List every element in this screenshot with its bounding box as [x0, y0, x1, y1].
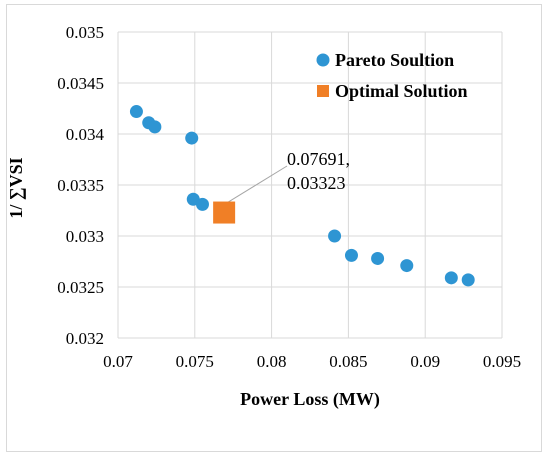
grid — [117, 31, 503, 339]
y-tick-label: 0.035 — [66, 23, 104, 42]
annotation-leader-line — [223, 165, 288, 205]
pareto-point — [371, 251, 385, 265]
legend: Pareto Soultion Optimal Solution — [316, 50, 468, 101]
y-tick-label: 0.0325 — [57, 278, 104, 297]
annotation: 0.07691, 0.03323 — [287, 149, 350, 193]
legend-marker-pareto — [316, 53, 330, 67]
chart-frame — [6, 4, 542, 452]
legend-label-pareto: Pareto Soultion — [335, 50, 454, 70]
x-tick-label: 0.09 — [410, 352, 440, 371]
data-points — [129, 105, 475, 287]
x-axis-title: Power Loss (MW) — [240, 389, 380, 410]
pareto-point — [400, 259, 414, 273]
y-tick-label: 0.033 — [66, 227, 104, 246]
y-tick-label: 0.0335 — [57, 176, 104, 195]
pareto-point — [148, 120, 162, 134]
pareto-point — [344, 248, 358, 262]
x-tick-label: 0.075 — [176, 352, 214, 371]
y-tick-label: 0.034 — [66, 125, 105, 144]
pareto-point — [328, 229, 342, 243]
annotation-text: 0.07691, — [287, 149, 350, 169]
pareto-point — [444, 271, 458, 285]
x-tick-labels: 0.07 0.075 0.08 0.085 0.09 0.095 — [103, 352, 521, 371]
pareto-point — [461, 273, 475, 287]
annotation-text: 0.03323 — [287, 173, 346, 193]
x-tick-label: 0.08 — [257, 352, 287, 371]
y-tick-label: 0.0345 — [57, 74, 104, 93]
optimal-point — [213, 201, 236, 224]
pareto-point — [129, 105, 143, 119]
y-tick-label: 0.032 — [66, 329, 104, 348]
y-tick-labels: 0.032 0.0325 0.033 0.0335 0.034 0.0345 0.035 — [57, 23, 104, 348]
pareto-point — [185, 131, 199, 145]
annotation-leader — [223, 165, 288, 205]
x-tick-label: 0.07 — [103, 352, 133, 371]
y-axis-title: 1/ ∑VSI — [6, 157, 26, 218]
x-tick-label: 0.085 — [329, 352, 367, 371]
x-tick-label: 0.095 — [483, 352, 521, 371]
legend-label-optimal: Optimal Solution — [335, 81, 468, 101]
pareto-point — [195, 197, 209, 211]
legend-marker-optimal — [317, 85, 329, 97]
